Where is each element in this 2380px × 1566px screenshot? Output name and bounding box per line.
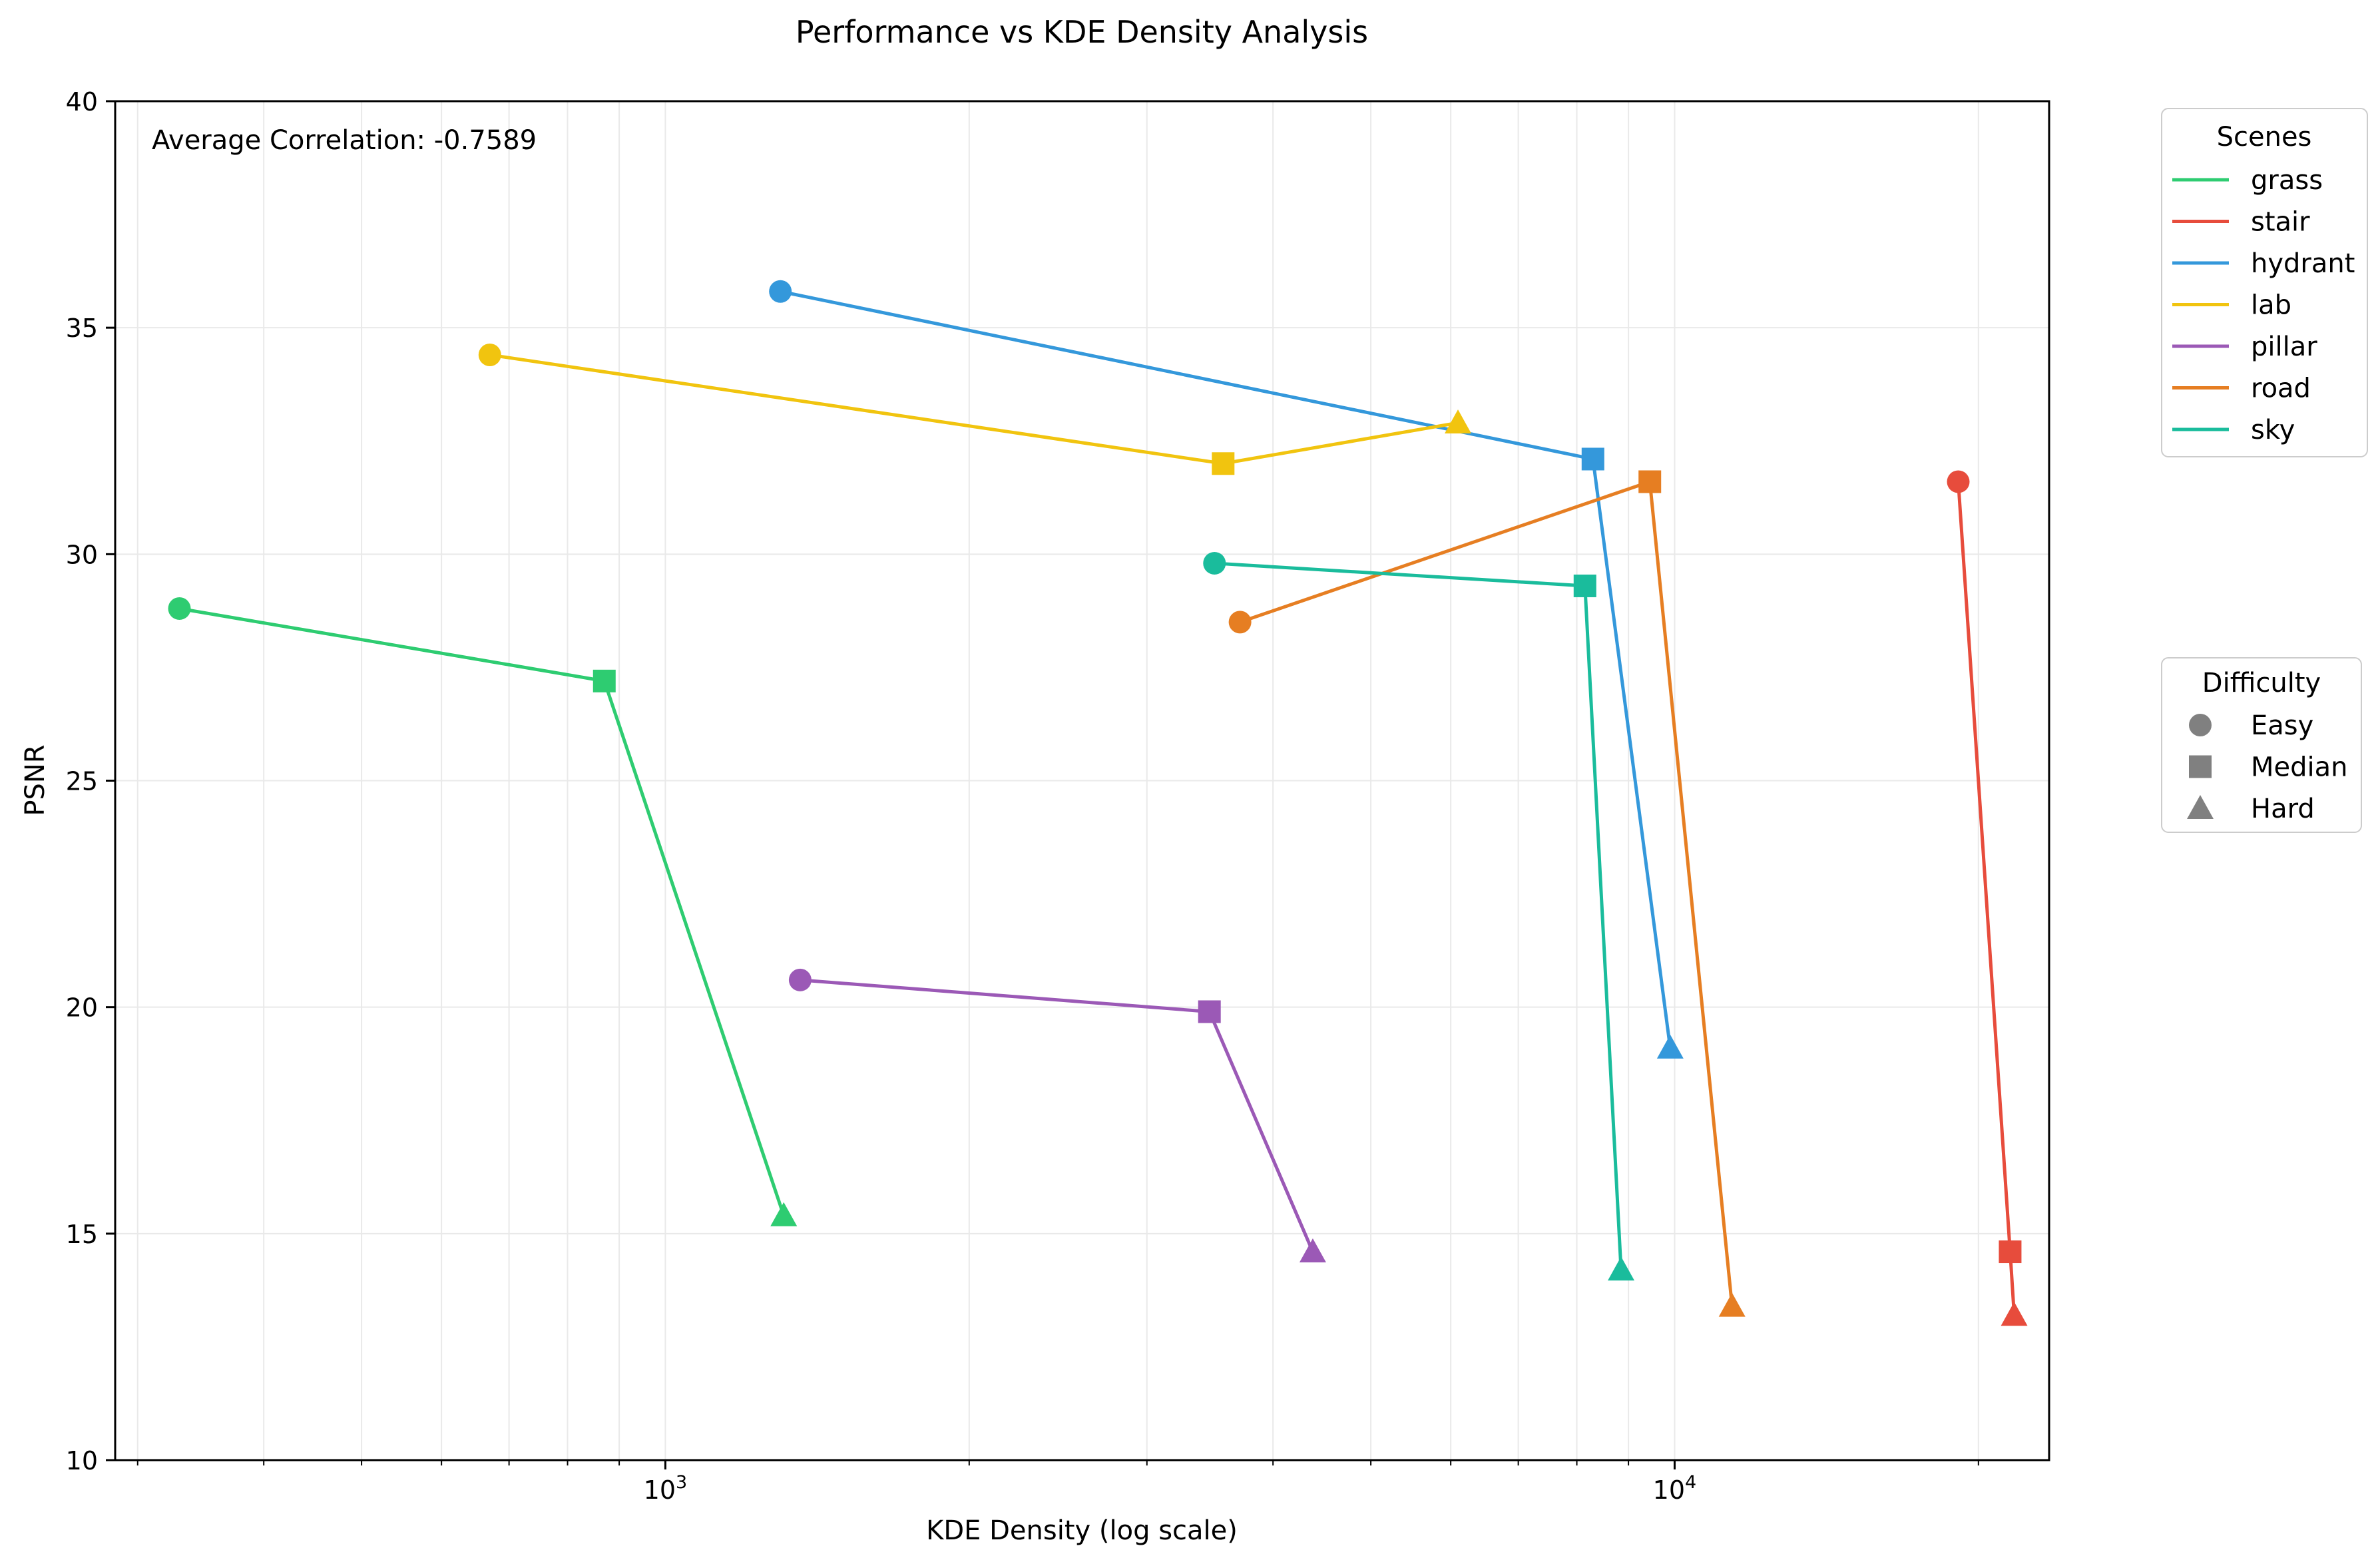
data-point-median-marker [593,669,616,692]
y-tick-label: 35 [66,314,98,343]
legend-label-pillar: pillar [2251,332,2317,362]
legend-label-road: road [2251,374,2311,404]
data-point-median-marker [1999,1240,2022,1264]
data-point-easy-marker [168,597,191,620]
correlation-annotation: Average Correlation: -0.7589 [152,125,537,156]
chart-title: Performance vs KDE Density Analysis [796,14,1368,50]
series-road [1228,470,1746,1317]
y-tick-label: 40 [66,87,98,117]
legend-marker-hard [2187,795,2214,819]
legend-label-stair: stair [2251,207,2310,238]
legend-scenes-title: Scenes [2217,122,2312,152]
x-tick-label: 104 [1653,1472,1697,1505]
data-point-median-marker [1212,452,1235,475]
data-point-median-marker [1198,1000,1221,1023]
axis-ticks: 103 104 10 15 20 25 30 35 40 [66,87,1979,1505]
series-lab [478,343,1472,475]
data-point-easy-marker [478,343,501,366]
legend-marker-easy [2189,714,2212,736]
legend-scenes: Scenes grass stair hydrant lab pillar road sky [2161,108,2368,457]
data-point-hard-marker [1656,1034,1684,1059]
data-point-hard-marker [1445,409,1472,434]
data-point-median-marker [1581,447,1604,471]
x-tick-label: 103 [644,1472,688,1505]
y-tick-label: 15 [66,1220,98,1249]
data-point-hard-marker [770,1202,798,1226]
data-point-median-marker [1638,470,1662,493]
series-grass [168,597,798,1226]
legend-label-lab: lab [2251,290,2291,321]
x-axis-label: KDE Density (log scale) [926,1515,1238,1546]
legend-label-sky: sky [2251,415,2295,445]
data-point-hard-marker [1608,1256,1635,1281]
series-hydrant [769,280,1684,1059]
legend-label-hydrant: hydrant [2251,248,2355,279]
legend-label-easy: Easy [2251,710,2313,741]
y-tick-label: 30 [66,540,98,569]
y-tick-label: 20 [66,993,98,1023]
y-tick-label: 10 [66,1446,98,1475]
legend-label-median: Median [2251,752,2348,783]
legend-label-hard: Hard [2251,794,2315,824]
data-point-easy-marker [1203,551,1226,575]
y-tick-label: 25 [66,767,98,796]
data-point-easy-marker [769,280,792,303]
data-point-hard-marker [2001,1302,2028,1326]
data-point-hard-marker [1299,1238,1326,1263]
series-sky [1203,551,1635,1281]
data-point-easy-marker [1947,470,1970,493]
y-axis-label: PSNR [20,744,51,816]
data-point-easy-marker [1228,611,1252,634]
legend-difficulty: Difficulty Easy Median Hard [2161,657,2362,833]
legend-label-grass: grass [2251,165,2323,196]
series-pillar [788,968,1326,1263]
data-point-median-marker [1573,574,1596,597]
data-point-easy-marker [788,968,812,991]
series-layer [168,280,2028,1326]
series-stair [1947,470,2028,1326]
data-point-hard-marker [1718,1292,1746,1317]
legend-marker-median [2189,755,2212,778]
legend-difficulty-title: Difficulty [2202,668,2321,698]
